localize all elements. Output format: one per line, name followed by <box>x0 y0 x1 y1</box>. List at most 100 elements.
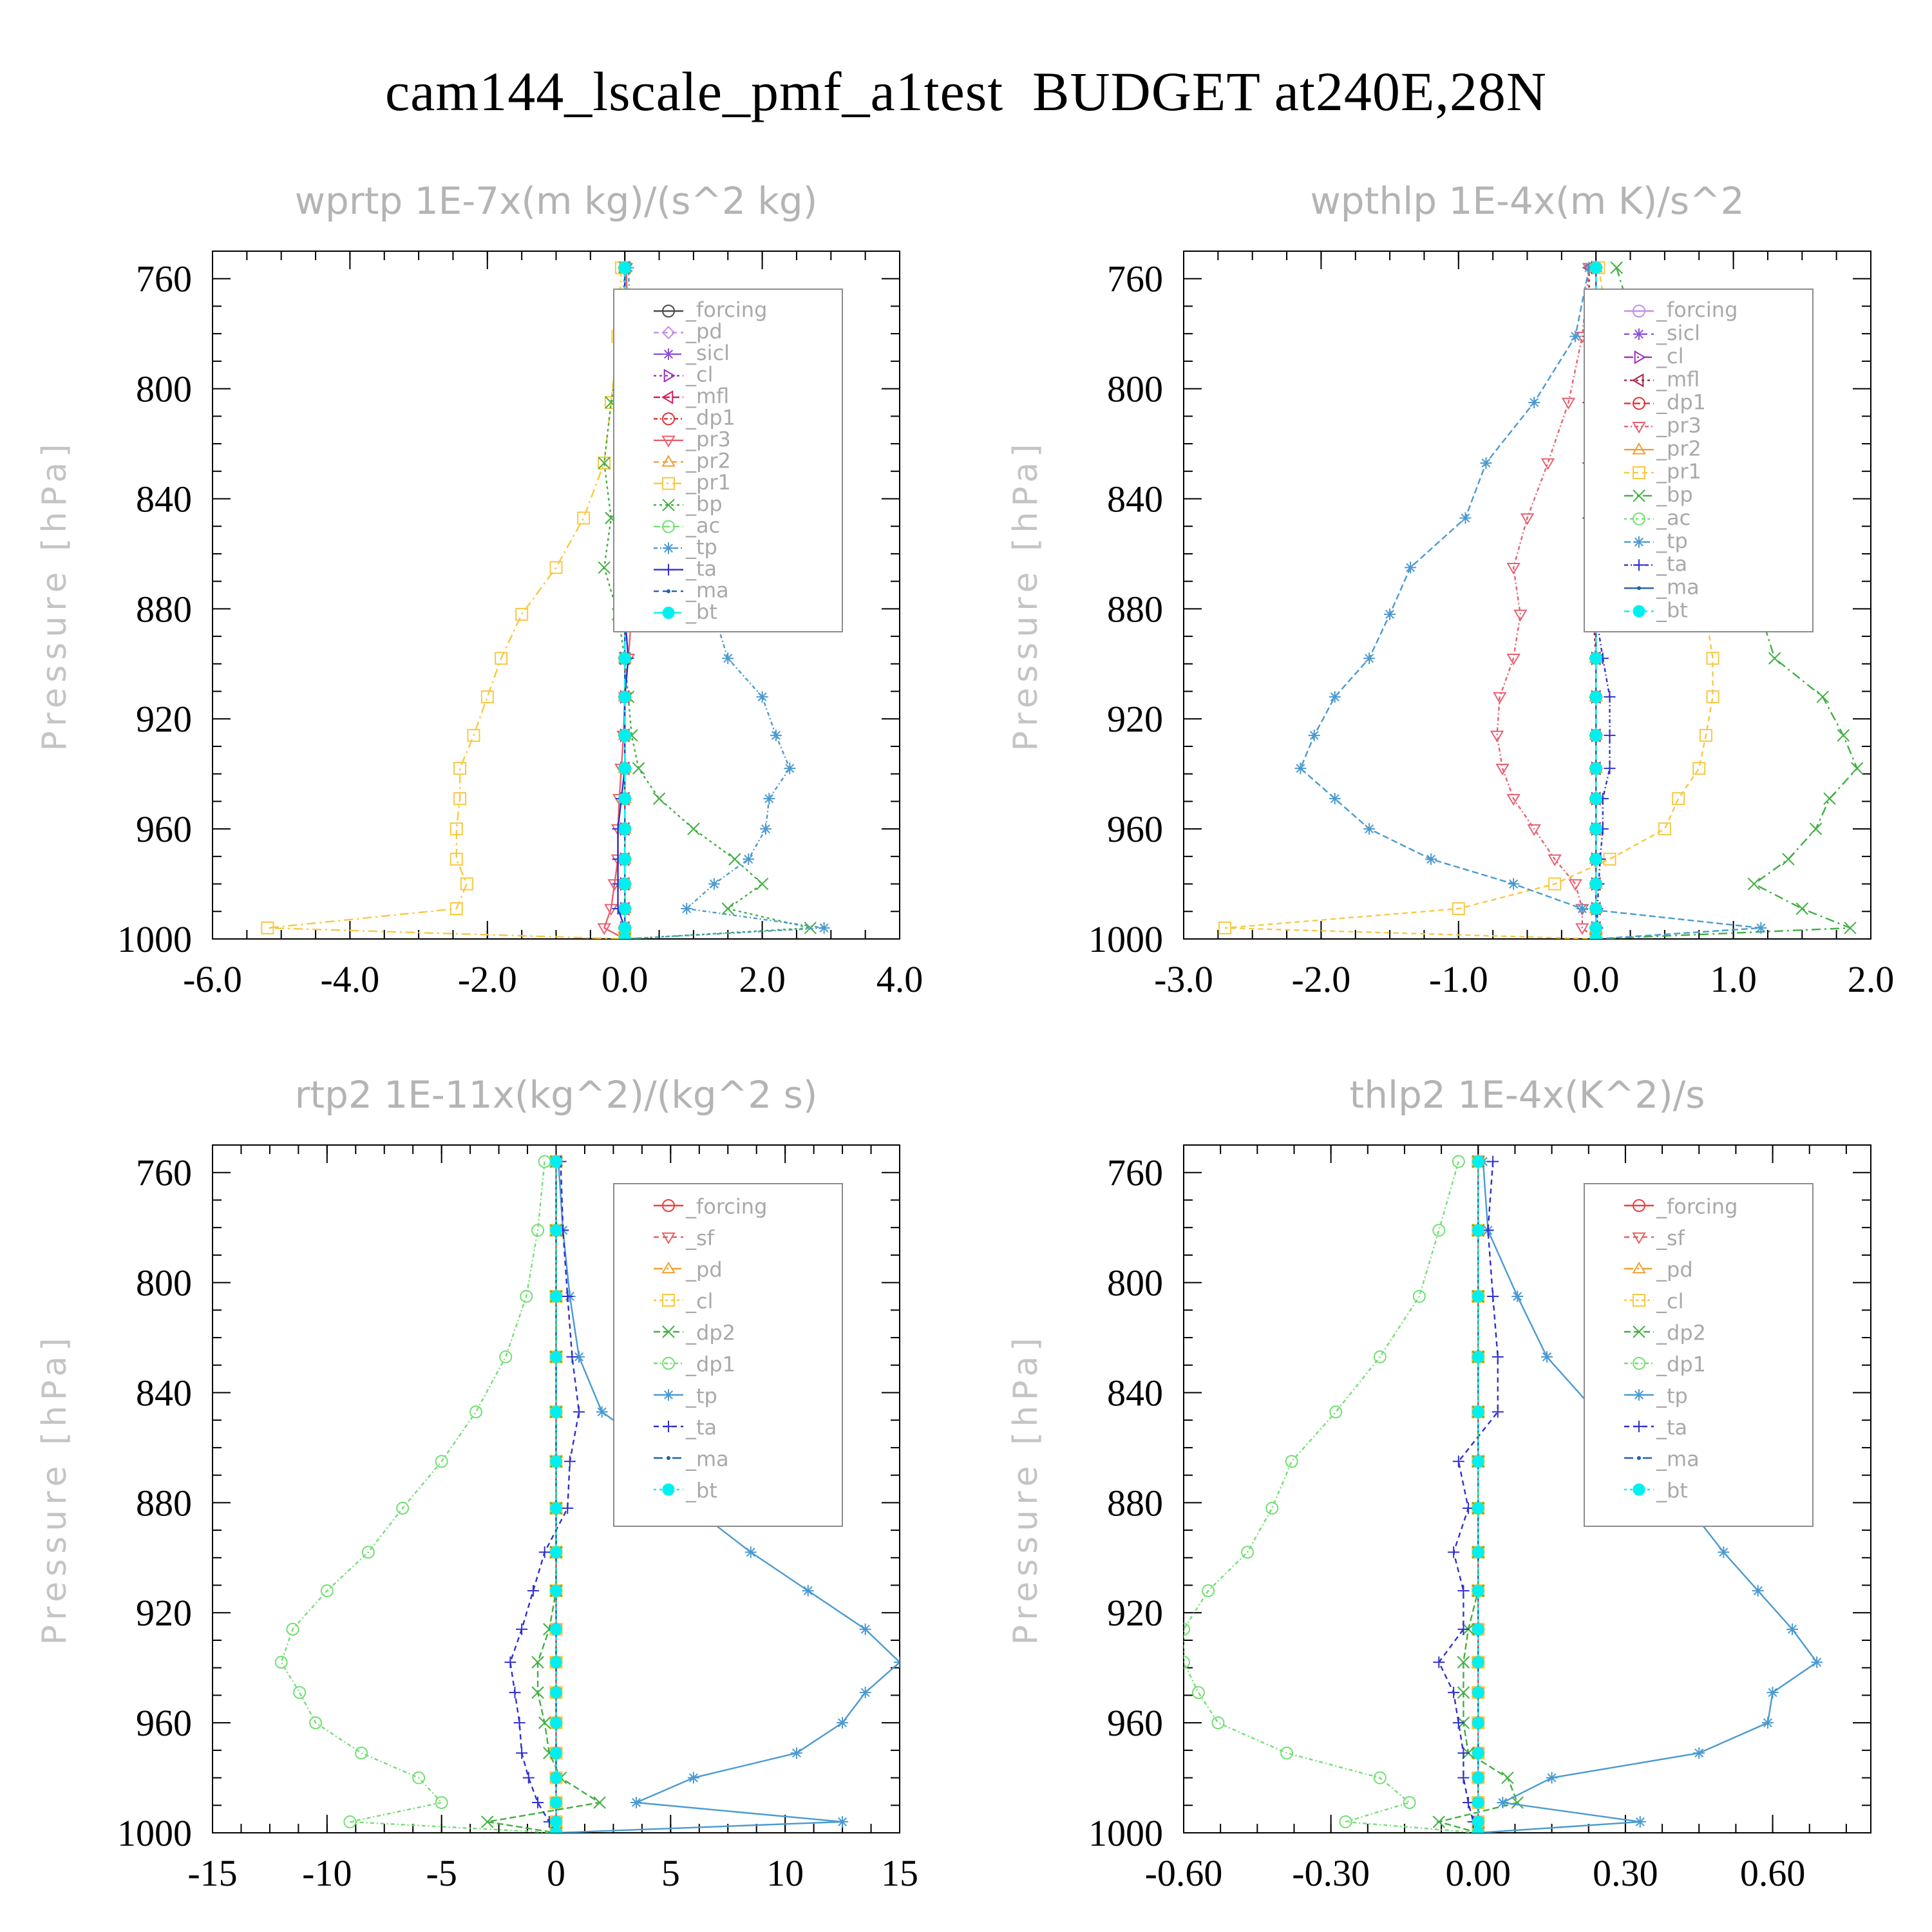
data-point-bt <box>1472 1716 1484 1729</box>
legend-label: _bt <box>1656 1479 1688 1503</box>
data-point-pr1 <box>450 902 463 916</box>
legend-marker <box>663 564 674 576</box>
legend: _forcing_sicl_cl_mfl_dp1_pr3_pr2_pr1_bp_… <box>1584 289 1814 632</box>
legend-label: _sf <box>1656 1226 1685 1251</box>
series-group <box>1184 1154 1823 1833</box>
data-point-pr3 <box>1527 824 1541 837</box>
data-point-tp <box>770 729 782 741</box>
legend-label: _pr2 <box>685 449 731 473</box>
series-line-pr3 <box>1496 267 1596 939</box>
legend-label: _bt <box>685 600 717 624</box>
data-point-pr3 <box>1575 923 1589 935</box>
legend-label: _sicl <box>1656 321 1700 345</box>
data-point-pr1 <box>1706 690 1719 704</box>
data-point-pr3 <box>1493 692 1507 705</box>
data-point-bt <box>550 1623 562 1636</box>
data-point-dp1 <box>274 1656 288 1669</box>
data-point-tp <box>1761 1717 1774 1729</box>
data-point-dp1 <box>1329 1405 1343 1419</box>
x-tick-label: 5 <box>661 1852 680 1894</box>
data-point-bt <box>1472 1290 1484 1303</box>
data-point-ta <box>522 1772 535 1784</box>
legend-marker <box>1633 1199 1645 1212</box>
data-point-tp <box>1576 903 1588 915</box>
data-point-bt <box>1472 1772 1484 1785</box>
data-point-tp <box>894 1656 900 1669</box>
data-point-dp1 <box>1285 1455 1298 1468</box>
data-point-tp <box>1363 823 1376 835</box>
data-point-bp <box>728 853 741 866</box>
data-point-ta <box>1487 1155 1499 1168</box>
data-point-bp <box>1809 822 1823 835</box>
data-point-bt <box>550 1584 562 1597</box>
data-point-bt <box>550 1290 562 1303</box>
legend-marker <box>1637 1456 1641 1460</box>
data-point-dp1 <box>1373 1350 1387 1363</box>
data-point-bt <box>1472 1155 1484 1168</box>
data-point-dp1 <box>1452 1155 1465 1168</box>
legend-marker <box>661 390 674 404</box>
data-point-tp <box>763 793 775 805</box>
legend-label: _dp1 <box>1656 390 1706 415</box>
data-point-bp <box>1844 922 1857 934</box>
data-point-ta <box>538 1546 551 1558</box>
data-point-ta <box>516 1623 528 1635</box>
data-point-bt <box>1472 1584 1484 1597</box>
legend-label: _ta <box>1656 552 1687 576</box>
data-point-pr3 <box>597 923 611 935</box>
data-point-ta <box>1604 729 1616 741</box>
data-point-bp <box>1782 853 1795 866</box>
data-point-tp <box>1811 1656 1823 1669</box>
legend-marker <box>1633 559 1645 571</box>
series-line-ta <box>1437 1161 1499 1833</box>
legend-label: _cl <box>685 1289 713 1314</box>
data-point-dp1 <box>412 1771 426 1785</box>
data-point-bt <box>1589 762 1602 775</box>
data-point-dp1 <box>1265 1501 1279 1515</box>
legend-label: _cl <box>1656 1289 1683 1314</box>
y-tick-label: 960 <box>1107 1702 1163 1744</box>
legend-marker <box>1633 1357 1645 1370</box>
data-point-tp <box>1546 1772 1558 1784</box>
data-point-dp2 <box>1457 1656 1470 1669</box>
data-point-dp1 <box>1373 1771 1387 1785</box>
data-point-dp1 <box>1241 1546 1255 1559</box>
data-point-dp1 <box>499 1350 513 1363</box>
legend-marker <box>1633 328 1645 340</box>
legend-label: _forcing <box>685 1195 767 1219</box>
y-tick-label: 800 <box>1107 1262 1163 1304</box>
data-point-dp1 <box>355 1747 368 1760</box>
legend-marker <box>1633 305 1645 317</box>
data-point-pr3 <box>604 904 618 916</box>
x-tick-label: 0.0 <box>1573 958 1620 1000</box>
data-point-bt <box>1589 933 1602 939</box>
data-point-bp <box>598 561 611 574</box>
data-point-tp <box>1766 1687 1779 1699</box>
data-point-dp1 <box>1339 1815 1352 1828</box>
data-point-bt <box>550 1224 562 1236</box>
data-point-dp1 <box>286 1622 299 1636</box>
data-point-bt <box>1589 878 1602 891</box>
legend-label: _cl <box>1656 344 1683 368</box>
legend-marker <box>1632 1262 1646 1274</box>
x-tick-label: -0.30 <box>1292 1852 1370 1894</box>
data-point-pr1 <box>495 652 508 665</box>
x-tick-label: -2.0 <box>1291 958 1350 1000</box>
legend-box <box>613 1183 843 1527</box>
data-point-tp <box>1294 762 1307 775</box>
legend-label: _forcing <box>1656 298 1738 322</box>
legend-marker <box>663 368 676 383</box>
panel-2: wpthlp 1E-4x(m K)/s^2 Pressure [hPa] -3.0 -… <box>1007 179 1894 1000</box>
x-tick-label: -6.0 <box>183 958 242 1000</box>
data-point-tp <box>790 1747 802 1759</box>
data-point-bt <box>618 792 631 805</box>
data-point-pr1 <box>549 561 563 574</box>
data-point-dp1 <box>531 1224 545 1237</box>
data-point-bp <box>1747 877 1761 891</box>
series-line-pr1 <box>267 267 625 939</box>
x-tick-label: -5 <box>426 1852 457 1894</box>
data-point-tp <box>1583 261 1595 274</box>
data-point-dp2 <box>593 1796 606 1809</box>
data-point-bt <box>550 1656 562 1669</box>
legend-box <box>613 289 843 632</box>
